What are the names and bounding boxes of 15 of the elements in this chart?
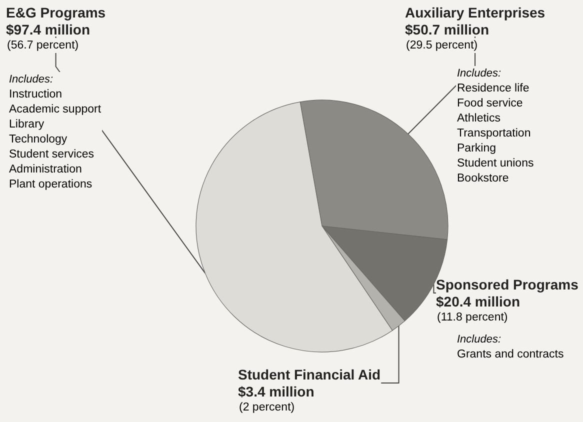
text: Includes: Grants and contracts <box>457 334 564 360</box>
data-label: $97.4 million <box>6 22 90 38</box>
data-label: $3.4 million <box>238 384 314 400</box>
text: (56.7 percent) <box>7 40 79 52</box>
slice-label: E&G Programs <box>6 4 106 20</box>
slice-label: Student Financial Aid <box>238 366 381 382</box>
slice-label: Auxiliary Enterprises <box>405 4 546 20</box>
text: Includes: Residence life Food service Athletics Transportation Parking Student unions Bookstore <box>457 68 534 184</box>
text: Includes: Instruction Academic support Library Technology Student services Administration Plant operations <box>9 74 102 190</box>
data-label: $20.4 million <box>436 294 520 310</box>
text: (2 percent) <box>239 402 295 414</box>
data-label: $50.7 million <box>405 22 490 38</box>
text: (11.8 percent) <box>437 312 508 324</box>
text: (29.5 percent) <box>406 40 478 52</box>
slice-label: Sponsored Programs <box>436 276 579 292</box>
